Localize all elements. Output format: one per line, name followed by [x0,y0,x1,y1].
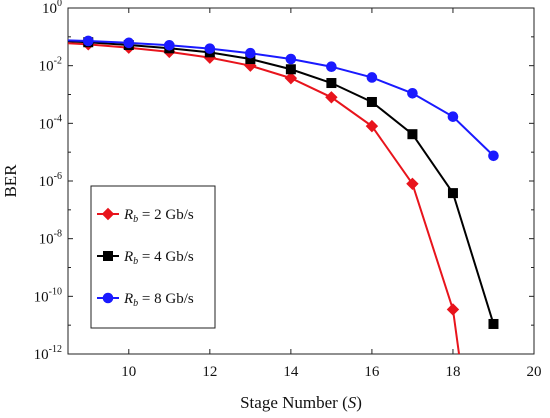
x-tick-label: 16 [364,364,380,380]
legend: Rb = 2 Gb/s Rb = 4 Gb/s Rb = 8 Gb/s [90,185,216,329]
data-point-square [366,96,377,107]
x-tick-label: 20 [527,364,542,380]
y-tick-label: 10-6 [39,171,62,190]
x-tick-label: 18 [445,364,460,380]
data-point-circle [204,43,216,54]
y-tick-label: 10-10 [34,286,62,305]
x-tick-label: 14 [283,364,299,380]
data-point-circle [164,39,175,51]
data-point-circle [366,72,378,83]
data-point-square [285,64,296,75]
legend-marker-square [103,251,113,261]
data-point-circle [285,53,297,65]
series-line-3 [68,39,495,157]
legend-marker-diamond [101,207,115,221]
legend-label: Rb = 4 Gb/s [123,249,194,267]
legend-marker-circle [102,292,114,304]
data-point-circle [123,37,135,49]
x-axis-label: Stage Number (S) [240,393,362,412]
series-line-2 [68,40,495,325]
data-point-square [407,129,418,140]
legend-item-3: Rb = 8 Gb/s [97,291,194,309]
data-point-square [447,188,458,199]
data-point-circle [326,61,337,73]
y-tick-label: 100 [42,0,62,17]
y-tick-label: 10-4 [39,113,62,132]
data-point-circle [82,35,94,47]
data-point-diamond [446,303,460,316]
data-point-diamond [406,177,419,191]
x-tick-label: 10 [121,364,136,380]
y-tick-label: 10-2 [39,56,62,75]
y-tick-label: 10-12 [34,344,62,363]
legend-label: Rb = 8 Gb/s [123,291,194,309]
data-point-diamond [365,119,379,133]
series-line-1 [68,42,461,354]
data-point-diamond [325,91,338,104]
y-axis-label: BER [1,164,20,198]
data-point-circle [488,150,499,162]
data-point-circle [245,47,256,59]
data-point-diamond [284,71,298,85]
series-layer [68,35,499,354]
legend-item-1: Rb = 2 Gb/s [97,207,194,225]
data-point-square [326,78,337,89]
series-3 [68,35,499,162]
data-point-circle [407,88,418,99]
legend-label: Rb = 2 Gb/s [123,207,194,225]
data-point-square [488,318,499,329]
axes: 100 10-2 10-4 10-6 10-8 10-10 10-12 10 12 14 16 18 2… [34,0,542,380]
data-point-circle [447,111,459,122]
y-tick-label: 10-8 [39,229,62,248]
legend-item-2: Rb = 4 Gb/s [97,249,194,267]
x-tick-label: 12 [202,364,217,380]
